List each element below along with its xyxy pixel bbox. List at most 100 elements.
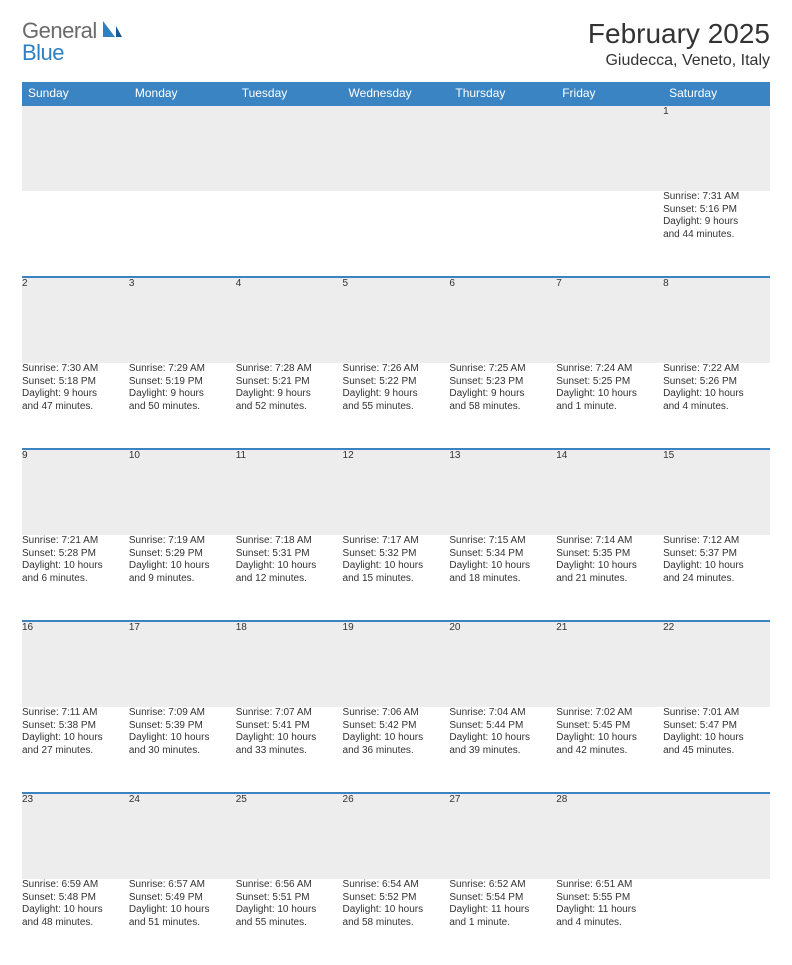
daylight-text: and 12 minutes.	[236, 573, 343, 586]
daylight-text: Daylight: 11 hours	[449, 904, 556, 917]
day-number-cell: 20	[449, 621, 556, 707]
sunset-text: Sunset: 5:34 PM	[449, 548, 556, 561]
daylight-text: and 4 minutes.	[556, 917, 663, 930]
sunrise-text: Sunrise: 6:52 AM	[449, 879, 556, 892]
daylight-text: Daylight: 10 hours	[556, 732, 663, 745]
daylight-text: Daylight: 10 hours	[236, 560, 343, 573]
daylight-text: Daylight: 9 hours	[22, 388, 129, 401]
daylight-text: and 58 minutes.	[449, 401, 556, 414]
day-number-cell: 11	[236, 449, 343, 535]
day-number-cell: 25	[236, 793, 343, 879]
sunset-text: Sunset: 5:23 PM	[449, 376, 556, 389]
sunset-text: Sunset: 5:39 PM	[129, 720, 236, 733]
day-number-cell: 4	[236, 277, 343, 363]
day-detail-row: Sunrise: 7:30 AMSunset: 5:18 PMDaylight:…	[22, 363, 770, 449]
daylight-text: Daylight: 10 hours	[22, 560, 129, 573]
sunset-text: Sunset: 5:16 PM	[663, 204, 770, 217]
day-number-row: 2345678	[22, 277, 770, 363]
weekday-header: Tuesday	[236, 82, 343, 105]
day-number-cell	[449, 105, 556, 191]
day-detail-cell: Sunrise: 7:07 AMSunset: 5:41 PMDaylight:…	[236, 707, 343, 793]
weekday-header: Sunday	[22, 82, 129, 105]
day-number-cell	[22, 105, 129, 191]
day-detail-cell: Sunrise: 7:06 AMSunset: 5:42 PMDaylight:…	[343, 707, 450, 793]
day-detail-cell: Sunrise: 7:22 AMSunset: 5:26 PMDaylight:…	[663, 363, 770, 449]
day-number-cell: 7	[556, 277, 663, 363]
daylight-text: and 45 minutes.	[663, 745, 770, 758]
sunset-text: Sunset: 5:37 PM	[663, 548, 770, 561]
daylight-text: Daylight: 10 hours	[129, 560, 236, 573]
daylight-text: Daylight: 11 hours	[556, 904, 663, 917]
daylight-text: and 36 minutes.	[343, 745, 450, 758]
day-number-cell: 16	[22, 621, 129, 707]
daylight-text: Daylight: 10 hours	[236, 904, 343, 917]
sunrise-text: Sunrise: 7:01 AM	[663, 707, 770, 720]
sunrise-text: Sunrise: 6:57 AM	[129, 879, 236, 892]
day-number-cell: 18	[236, 621, 343, 707]
day-number-cell	[556, 105, 663, 191]
day-detail-cell: Sunrise: 7:14 AMSunset: 5:35 PMDaylight:…	[556, 535, 663, 621]
sunrise-text: Sunrise: 7:24 AM	[556, 363, 663, 376]
daylight-text: Daylight: 9 hours	[236, 388, 343, 401]
weekday-header: Friday	[556, 82, 663, 105]
daylight-text: Daylight: 10 hours	[556, 560, 663, 573]
day-detail-cell: Sunrise: 7:01 AMSunset: 5:47 PMDaylight:…	[663, 707, 770, 793]
sunset-text: Sunset: 5:29 PM	[129, 548, 236, 561]
weekday-header: Thursday	[449, 82, 556, 105]
sunset-text: Sunset: 5:22 PM	[343, 376, 450, 389]
day-number-cell: 13	[449, 449, 556, 535]
daylight-text: and 55 minutes.	[343, 401, 450, 414]
daylight-text: and 52 minutes.	[236, 401, 343, 414]
sunset-text: Sunset: 5:38 PM	[22, 720, 129, 733]
sunrise-text: Sunrise: 6:56 AM	[236, 879, 343, 892]
day-detail-cell: Sunrise: 7:15 AMSunset: 5:34 PMDaylight:…	[449, 535, 556, 621]
day-detail-cell: Sunrise: 7:09 AMSunset: 5:39 PMDaylight:…	[129, 707, 236, 793]
daylight-text: Daylight: 9 hours	[129, 388, 236, 401]
daylight-text: and 9 minutes.	[129, 573, 236, 586]
day-detail-cell: Sunrise: 6:57 AMSunset: 5:49 PMDaylight:…	[129, 879, 236, 965]
day-detail-cell	[236, 191, 343, 277]
day-detail-cell: Sunrise: 7:18 AMSunset: 5:31 PMDaylight:…	[236, 535, 343, 621]
sunset-text: Sunset: 5:48 PM	[22, 892, 129, 905]
day-number-cell: 5	[343, 277, 450, 363]
day-detail-cell: Sunrise: 7:28 AMSunset: 5:21 PMDaylight:…	[236, 363, 343, 449]
day-detail-cell: Sunrise: 6:54 AMSunset: 5:52 PMDaylight:…	[343, 879, 450, 965]
daylight-text: and 44 minutes.	[663, 229, 770, 242]
day-detail-cell	[663, 879, 770, 965]
daylight-text: Daylight: 10 hours	[22, 904, 129, 917]
sunrise-text: Sunrise: 7:17 AM	[343, 535, 450, 548]
sunrise-text: Sunrise: 7:11 AM	[22, 707, 129, 720]
sunset-text: Sunset: 5:47 PM	[663, 720, 770, 733]
daylight-text: Daylight: 10 hours	[129, 732, 236, 745]
daylight-text: and 1 minute.	[556, 401, 663, 414]
day-number-cell	[663, 793, 770, 879]
day-number-cell: 9	[22, 449, 129, 535]
daylight-text: and 27 minutes.	[22, 745, 129, 758]
weekday-header: Monday	[129, 82, 236, 105]
day-detail-cell	[129, 191, 236, 277]
daylight-text: and 33 minutes.	[236, 745, 343, 758]
daylight-text: and 51 minutes.	[129, 917, 236, 930]
day-number-cell: 15	[663, 449, 770, 535]
sunrise-text: Sunrise: 7:26 AM	[343, 363, 450, 376]
day-number-cell: 23	[22, 793, 129, 879]
sunset-text: Sunset: 5:31 PM	[236, 548, 343, 561]
sunrise-text: Sunrise: 7:06 AM	[343, 707, 450, 720]
daylight-text: and 24 minutes.	[663, 573, 770, 586]
daylight-text: and 30 minutes.	[129, 745, 236, 758]
sunset-text: Sunset: 5:25 PM	[556, 376, 663, 389]
sunset-text: Sunset: 5:19 PM	[129, 376, 236, 389]
header: General February 2025 Giudecca, Veneto, …	[22, 18, 770, 70]
day-detail-row: Sunrise: 7:11 AMSunset: 5:38 PMDaylight:…	[22, 707, 770, 793]
sunset-text: Sunset: 5:54 PM	[449, 892, 556, 905]
day-number-row: 1	[22, 105, 770, 191]
daylight-text: and 18 minutes.	[449, 573, 556, 586]
daylight-text: and 21 minutes.	[556, 573, 663, 586]
sunrise-text: Sunrise: 6:54 AM	[343, 879, 450, 892]
daylight-text: Daylight: 10 hours	[449, 560, 556, 573]
day-detail-cell: Sunrise: 6:51 AMSunset: 5:55 PMDaylight:…	[556, 879, 663, 965]
sunrise-text: Sunrise: 7:09 AM	[129, 707, 236, 720]
sunset-text: Sunset: 5:32 PM	[343, 548, 450, 561]
sunrise-text: Sunrise: 7:07 AM	[236, 707, 343, 720]
day-detail-cell: Sunrise: 7:12 AMSunset: 5:37 PMDaylight:…	[663, 535, 770, 621]
